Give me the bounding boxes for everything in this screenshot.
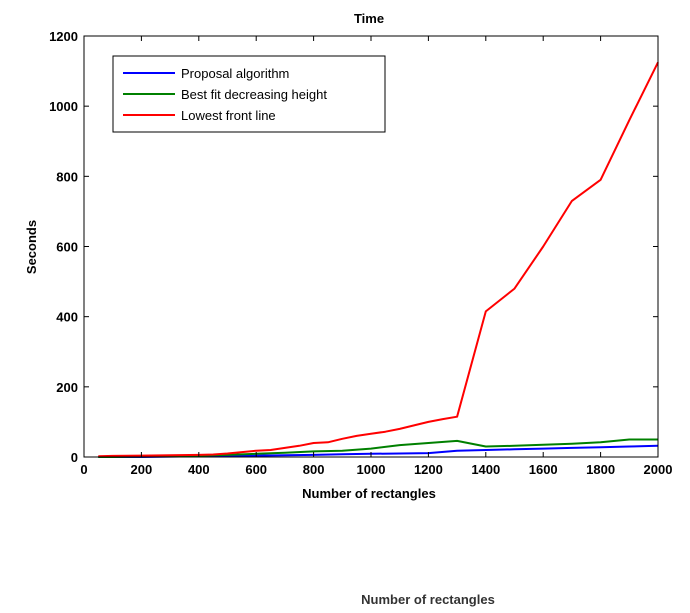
y-axis-title: Seconds — [24, 220, 39, 274]
axes-layer: 0 200 400 600 800 1000 1200 1400 1600 1800 2000 0 20… — [49, 29, 672, 477]
extra-x-axis-label: Number of rectangles — [361, 592, 495, 607]
legend-entry-1: Proposal algorithm — [181, 66, 289, 81]
x-tick-label: 800 — [303, 462, 325, 477]
y-tick-label: 1000 — [49, 99, 78, 114]
x-tick-label: 200 — [131, 462, 153, 477]
x-tick-label: 0 — [80, 462, 87, 477]
legend-entry-2: Best fit decreasing height — [181, 87, 327, 102]
x-axis-title: Number of rectangles — [302, 486, 436, 501]
x-tick-label: 600 — [245, 462, 267, 477]
x-tick-label: 2000 — [644, 462, 673, 477]
legend: Proposal algorithm Best fit decreasing he… — [112, 55, 386, 133]
x-tick-label: 1000 — [357, 462, 386, 477]
x-tick-label: 1800 — [586, 462, 615, 477]
chart-title: Time — [354, 11, 384, 26]
y-tick-label: 200 — [56, 380, 78, 395]
y-tick-label: 800 — [56, 169, 78, 184]
legend-entry-3: Lowest front line — [181, 108, 276, 123]
y-tick-label: 0 — [71, 450, 78, 465]
series-line-3 — [98, 61, 659, 458]
x-tick-label: 1200 — [414, 462, 443, 477]
y-tick-label: 1200 — [49, 29, 78, 44]
y-tick-label: 600 — [56, 240, 78, 255]
x-tick-label: 400 — [188, 462, 210, 477]
x-tick-label: 1400 — [471, 462, 500, 477]
y-tick-label: 400 — [56, 310, 78, 325]
x-tick-label: 1600 — [529, 462, 558, 477]
